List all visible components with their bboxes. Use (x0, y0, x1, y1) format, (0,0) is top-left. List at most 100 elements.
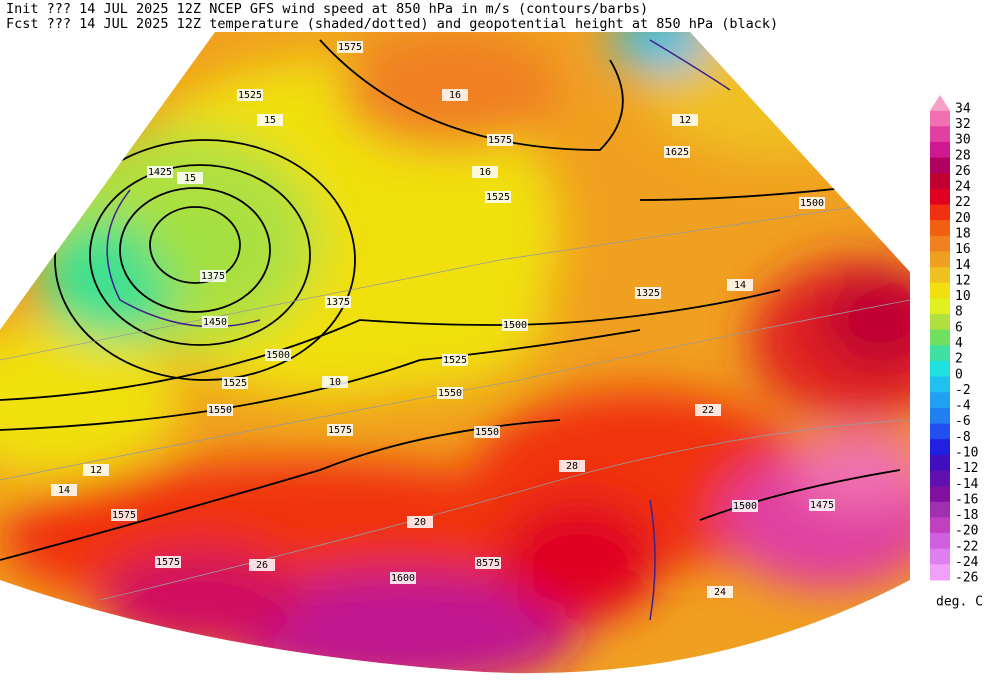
colorbar-swatch (930, 454, 950, 471)
contour-label: 1525 (486, 192, 510, 203)
colorbar-swatch (930, 251, 950, 268)
contour-label-bg (474, 426, 500, 438)
header-init: Init ??? 14 JUL 2025 12Z NCEP GFS wind s… (6, 1, 648, 17)
colorbar-label: 18 (955, 226, 971, 241)
contour-label-bg (390, 572, 416, 584)
contour-label: 1375 (326, 297, 350, 308)
colorbar-swatch (930, 360, 950, 378)
contour-label-bg (322, 376, 348, 388)
contour-label: 1500 (266, 350, 290, 361)
contour-label: 1475 (810, 500, 834, 511)
colorbar-swatch (930, 126, 950, 143)
contour-label: 12 (90, 465, 102, 476)
colorbar-label: 32 (955, 117, 971, 132)
colorbar-swatch (930, 548, 950, 565)
colorbar-label: 16 (955, 242, 971, 257)
colorbar-label: 10 (955, 289, 971, 304)
contour-label-bg (222, 377, 248, 389)
colorbar-label: 6 (955, 320, 963, 335)
colorbar-label: -16 (955, 492, 978, 507)
contour-label: 1500 (800, 198, 824, 209)
contour-label-bg (502, 319, 528, 331)
colorbar-label: -6 (955, 414, 971, 429)
contour-label: 1500 (503, 320, 527, 331)
colorbar-label: -12 (955, 461, 978, 476)
colorbar-label: 20 (955, 211, 971, 226)
contour-label-bg (265, 349, 291, 361)
colorbar-label: 12 (955, 273, 971, 288)
contour-label-bg (249, 559, 275, 571)
colorbar-label: 24 (955, 180, 971, 195)
colorbar-swatch (930, 392, 950, 409)
contour-label: 14 (734, 280, 746, 291)
colorbar-label: -4 (955, 399, 971, 414)
contour-label: 15 (264, 115, 276, 126)
colorbar-label: -22 (955, 539, 978, 554)
contour-label-bg (337, 41, 363, 53)
contour-label-bg (485, 191, 511, 203)
contour-label-bg (111, 509, 137, 521)
colorbar-swatch (930, 173, 950, 190)
colorbar-swatch (930, 110, 950, 127)
contour-label: 1575 (112, 510, 136, 521)
contour-label-bg (442, 354, 468, 366)
colorbar-swatch (930, 439, 950, 456)
contour-label: 1550 (438, 388, 462, 399)
colorbar-label: -10 (955, 446, 978, 461)
contour-label: 10 (329, 377, 341, 388)
colorbar-unit: deg. C (936, 595, 983, 610)
contour-label: 22 (702, 405, 714, 416)
contour-label: 1525 (443, 355, 467, 366)
colorbar-label: 0 (955, 367, 963, 382)
header-fcst: Fcst ??? 14 JUL 2025 12Z temperature (sh… (6, 16, 778, 32)
colorbar-label: 30 (955, 133, 971, 148)
colorbar-swatch (930, 314, 950, 331)
colorbar-swatch (930, 470, 950, 487)
colorbar-swatch (930, 220, 950, 237)
colorbar-label: -14 (955, 477, 979, 492)
colorbar-swatch (930, 423, 950, 440)
contour-label-bg (147, 166, 173, 178)
contour-label: 20 (414, 517, 426, 528)
contour-label: 26 (256, 560, 268, 571)
colorbar-label: -2 (955, 383, 971, 398)
contour-label-bg (200, 270, 226, 282)
contour-label-bg (437, 387, 463, 399)
contour-label: 1500 (733, 501, 757, 512)
contour-label-bg (257, 114, 283, 126)
contour-label: 8575 (476, 558, 500, 569)
contour-label: 16 (479, 167, 491, 178)
colorbar-swatch (930, 282, 950, 299)
contour-label-bg (487, 134, 513, 146)
contour-label-bg (732, 500, 758, 512)
contour-label-bg (155, 556, 181, 568)
contour-label-bg (695, 404, 721, 416)
contour-label-bg (407, 516, 433, 528)
contour-label: 1575 (488, 135, 512, 146)
colorbar-label: 14 (955, 258, 971, 273)
colorbar-label: 28 (955, 148, 971, 163)
contour-label-bg (51, 484, 77, 496)
contour-label: 1600 (391, 573, 415, 584)
contour-label: 24 (714, 587, 726, 598)
contour-label-bg (727, 279, 753, 291)
contour-label: 1550 (475, 427, 499, 438)
colorbar-label: -26 (955, 571, 978, 586)
colorbar-swatch (930, 204, 950, 221)
height-contours (0, 39, 910, 561)
colorbar-swatch (930, 188, 950, 206)
contour-label: 1375 (201, 271, 225, 282)
colorbar-label: 8 (955, 305, 963, 320)
colorbar-label: -18 (955, 508, 978, 523)
colorbar-swatch (930, 157, 950, 174)
contour-label: 1550 (208, 405, 232, 416)
contour-label: 14 (58, 485, 70, 496)
colorbar-swatch (930, 376, 950, 393)
contour-label: 1325 (636, 288, 660, 299)
contour-label-bg (799, 197, 825, 209)
colorbar-swatch (930, 141, 950, 159)
colorbar-label: 4 (955, 336, 963, 351)
contour-label: 1525 (238, 90, 262, 101)
contour-label-bg (664, 146, 690, 158)
contour-label-bg (672, 114, 698, 126)
